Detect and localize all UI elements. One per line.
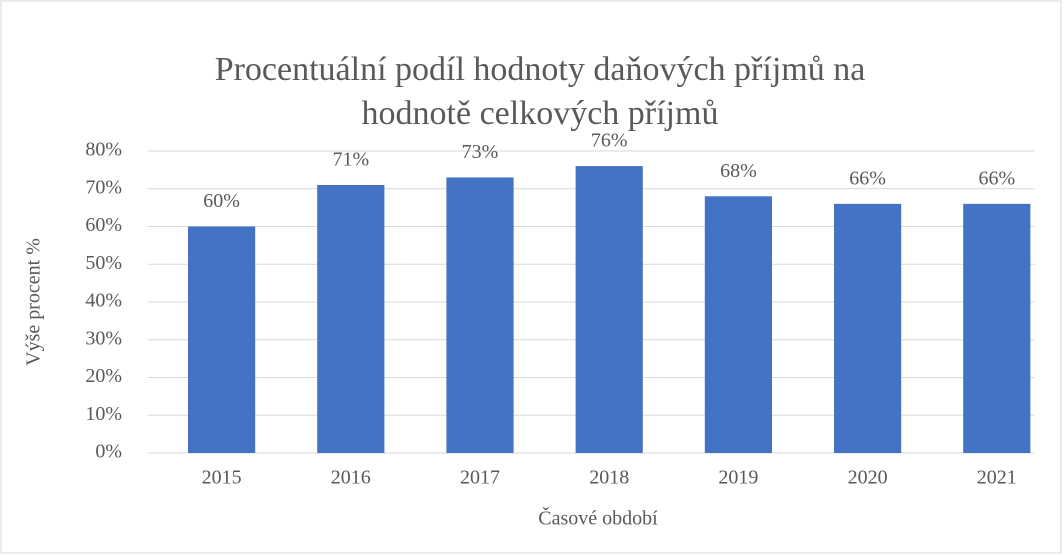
data-label: 73% xyxy=(462,141,499,163)
data-label: 66% xyxy=(978,167,1015,189)
y-tick-label: 30% xyxy=(85,327,122,349)
y-tick-label: 60% xyxy=(85,214,122,236)
bar xyxy=(963,203,1031,453)
chart-title: Procentuální podíl hodnoty daňových příj… xyxy=(214,51,866,132)
data-label: 66% xyxy=(849,167,886,189)
x-tick-label: 2018 xyxy=(589,467,629,489)
bar xyxy=(834,203,902,453)
y-tick-label: 40% xyxy=(85,290,122,312)
y-axis-title: Výše procent % xyxy=(23,238,45,366)
x-tick-label: 2019 xyxy=(718,467,758,489)
x-tick-label: 2017 xyxy=(460,467,500,489)
y-tick-label: 70% xyxy=(85,176,122,198)
y-tick-label: 80% xyxy=(85,139,122,161)
x-tick-label: 2015 xyxy=(202,467,242,489)
bar xyxy=(188,226,256,453)
bar xyxy=(704,196,772,454)
data-label: 68% xyxy=(720,160,757,182)
y-tick-label: 10% xyxy=(85,403,122,425)
bar xyxy=(446,177,514,454)
data-label: 71% xyxy=(332,149,369,171)
x-tick-label: 2021 xyxy=(977,467,1017,489)
y-tick-label: 0% xyxy=(95,441,122,463)
data-label: 60% xyxy=(203,190,240,212)
data-label: 76% xyxy=(591,130,628,152)
y-tick-label: 20% xyxy=(85,365,122,387)
x-tick-label: 2016 xyxy=(331,467,371,489)
x-tick-label: 2020 xyxy=(848,467,888,489)
y-tick-label: 50% xyxy=(85,252,122,274)
x-axis-title: Časové období xyxy=(538,506,658,530)
bar xyxy=(575,166,643,453)
bar xyxy=(317,184,385,453)
